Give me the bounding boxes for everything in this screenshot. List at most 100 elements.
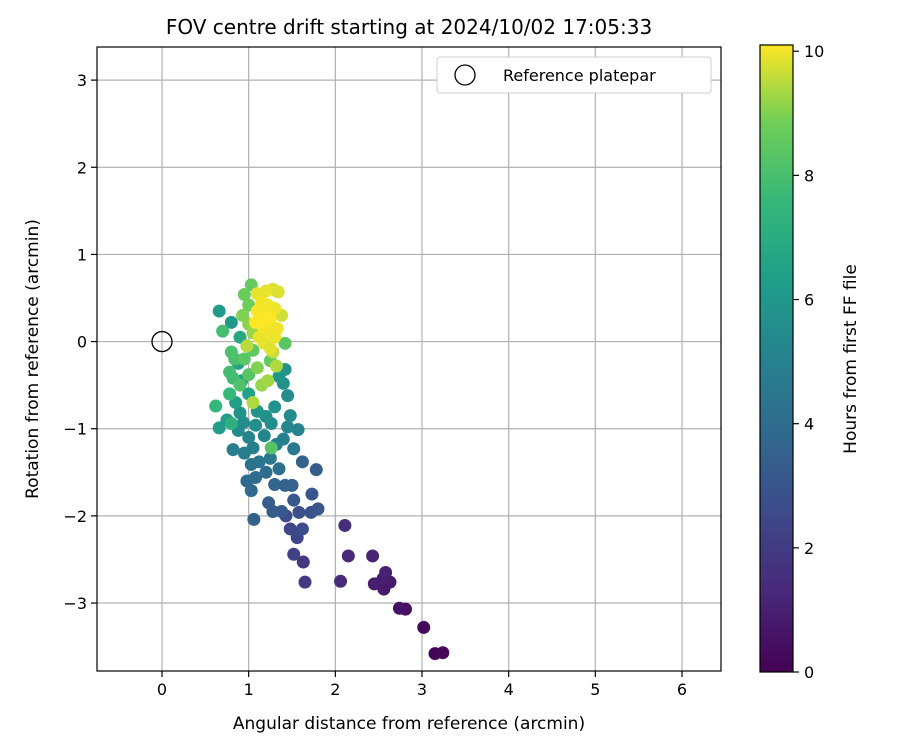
data-point	[263, 451, 277, 465]
data-point	[263, 342, 277, 356]
data-point	[261, 374, 275, 388]
data-point	[233, 330, 247, 344]
y-axis-ticks: −3 −2 −1 0 1 2 3	[63, 71, 97, 613]
data-point	[224, 345, 238, 359]
y-axis-label: Rotation from reference (arcmin)	[23, 219, 43, 499]
data-point	[292, 505, 306, 519]
legend: Reference platepar	[436, 56, 712, 94]
data-point	[250, 361, 264, 375]
data-point	[287, 493, 301, 507]
data-point	[240, 339, 254, 353]
legend-entry-reference-platepar: Reference platepar	[503, 66, 656, 85]
data-point	[233, 406, 247, 420]
data-point	[341, 549, 355, 563]
data-point	[269, 359, 283, 373]
colorbar-label: Hours from first FF file	[841, 264, 861, 454]
data-point	[212, 304, 226, 318]
data-point	[242, 368, 256, 382]
data-point	[224, 315, 238, 329]
x-tick-label: 3	[417, 680, 427, 699]
data-point	[247, 512, 261, 526]
colorbar-gradient	[759, 44, 794, 673]
data-point	[281, 389, 295, 403]
plot-frame	[96, 46, 722, 672]
data-point	[209, 399, 223, 413]
data-point	[233, 378, 247, 392]
x-axis-label: Angular distance from reference (arcmin)	[233, 714, 585, 734]
colorbar: 0 2 4 6 8 10 Hours from first FF file	[759, 42, 861, 682]
colorbar-tick-label: 0	[804, 663, 814, 682]
data-point	[249, 471, 263, 485]
data-point	[278, 478, 292, 492]
data-point	[259, 465, 273, 479]
data-point	[283, 409, 297, 423]
data-point	[268, 301, 282, 315]
reference-point-marker	[151, 330, 173, 353]
data-point	[223, 387, 237, 401]
data-point	[281, 420, 295, 434]
data-point	[295, 455, 309, 469]
data-point	[246, 396, 260, 410]
data-point	[270, 321, 284, 335]
grid-lines	[97, 47, 721, 671]
y-tick-label: 2	[77, 158, 87, 177]
data-point	[338, 518, 352, 532]
data-point	[268, 477, 282, 491]
chart-title: FOV centre drift starting at 2024/10/02 …	[166, 15, 652, 39]
data-point	[237, 352, 251, 366]
data-point	[295, 522, 309, 536]
data-points	[209, 278, 450, 661]
data-point	[224, 416, 238, 430]
data-point	[242, 430, 256, 444]
colorbar-tick-label: 6	[804, 291, 814, 310]
colorbar-tick-label: 4	[804, 415, 814, 434]
data-point	[287, 547, 301, 561]
y-tick-label: −3	[63, 594, 87, 613]
legend-box	[436, 56, 712, 94]
data-point	[366, 549, 380, 563]
x-tick-label: 0	[157, 680, 167, 699]
y-tick-label: −1	[63, 420, 87, 439]
data-point	[252, 455, 266, 469]
x-tick-label: 4	[504, 680, 514, 699]
data-point	[311, 502, 325, 516]
data-point	[272, 369, 286, 383]
y-tick-label: 0	[77, 333, 87, 352]
data-point	[379, 566, 393, 580]
data-point	[246, 441, 260, 455]
x-tick-label: 1	[244, 680, 254, 699]
data-point	[264, 441, 278, 455]
data-point	[257, 429, 271, 443]
data-point	[278, 336, 292, 350]
colorbar-ticks: 0 2 4 6 8 10	[793, 42, 824, 682]
x-tick-label: 6	[677, 680, 687, 699]
data-point	[417, 620, 431, 634]
y-tick-label: −2	[63, 507, 87, 526]
colorbar-tick-label: 2	[804, 539, 814, 558]
colorbar-tick-label: 10	[804, 42, 824, 61]
data-point	[334, 574, 348, 588]
data-point	[283, 522, 297, 536]
data-point	[237, 288, 251, 302]
legend-marker-icon	[454, 64, 476, 86]
data-point	[226, 443, 240, 457]
data-point	[276, 432, 290, 446]
data-point	[272, 462, 286, 476]
data-point	[291, 423, 305, 437]
data-point	[249, 418, 263, 432]
data-point	[305, 487, 319, 501]
x-tick-label: 5	[590, 680, 600, 699]
data-point	[436, 646, 450, 660]
data-point	[262, 496, 276, 510]
data-point	[287, 442, 301, 456]
data-point	[392, 601, 406, 615]
data-point	[268, 400, 282, 414]
data-point	[223, 365, 237, 379]
data-point	[298, 575, 312, 589]
colorbar-tick-label: 8	[804, 166, 814, 185]
y-tick-label: 1	[77, 245, 87, 264]
data-point	[216, 324, 230, 338]
data-point	[296, 555, 310, 569]
data-point	[309, 463, 323, 477]
